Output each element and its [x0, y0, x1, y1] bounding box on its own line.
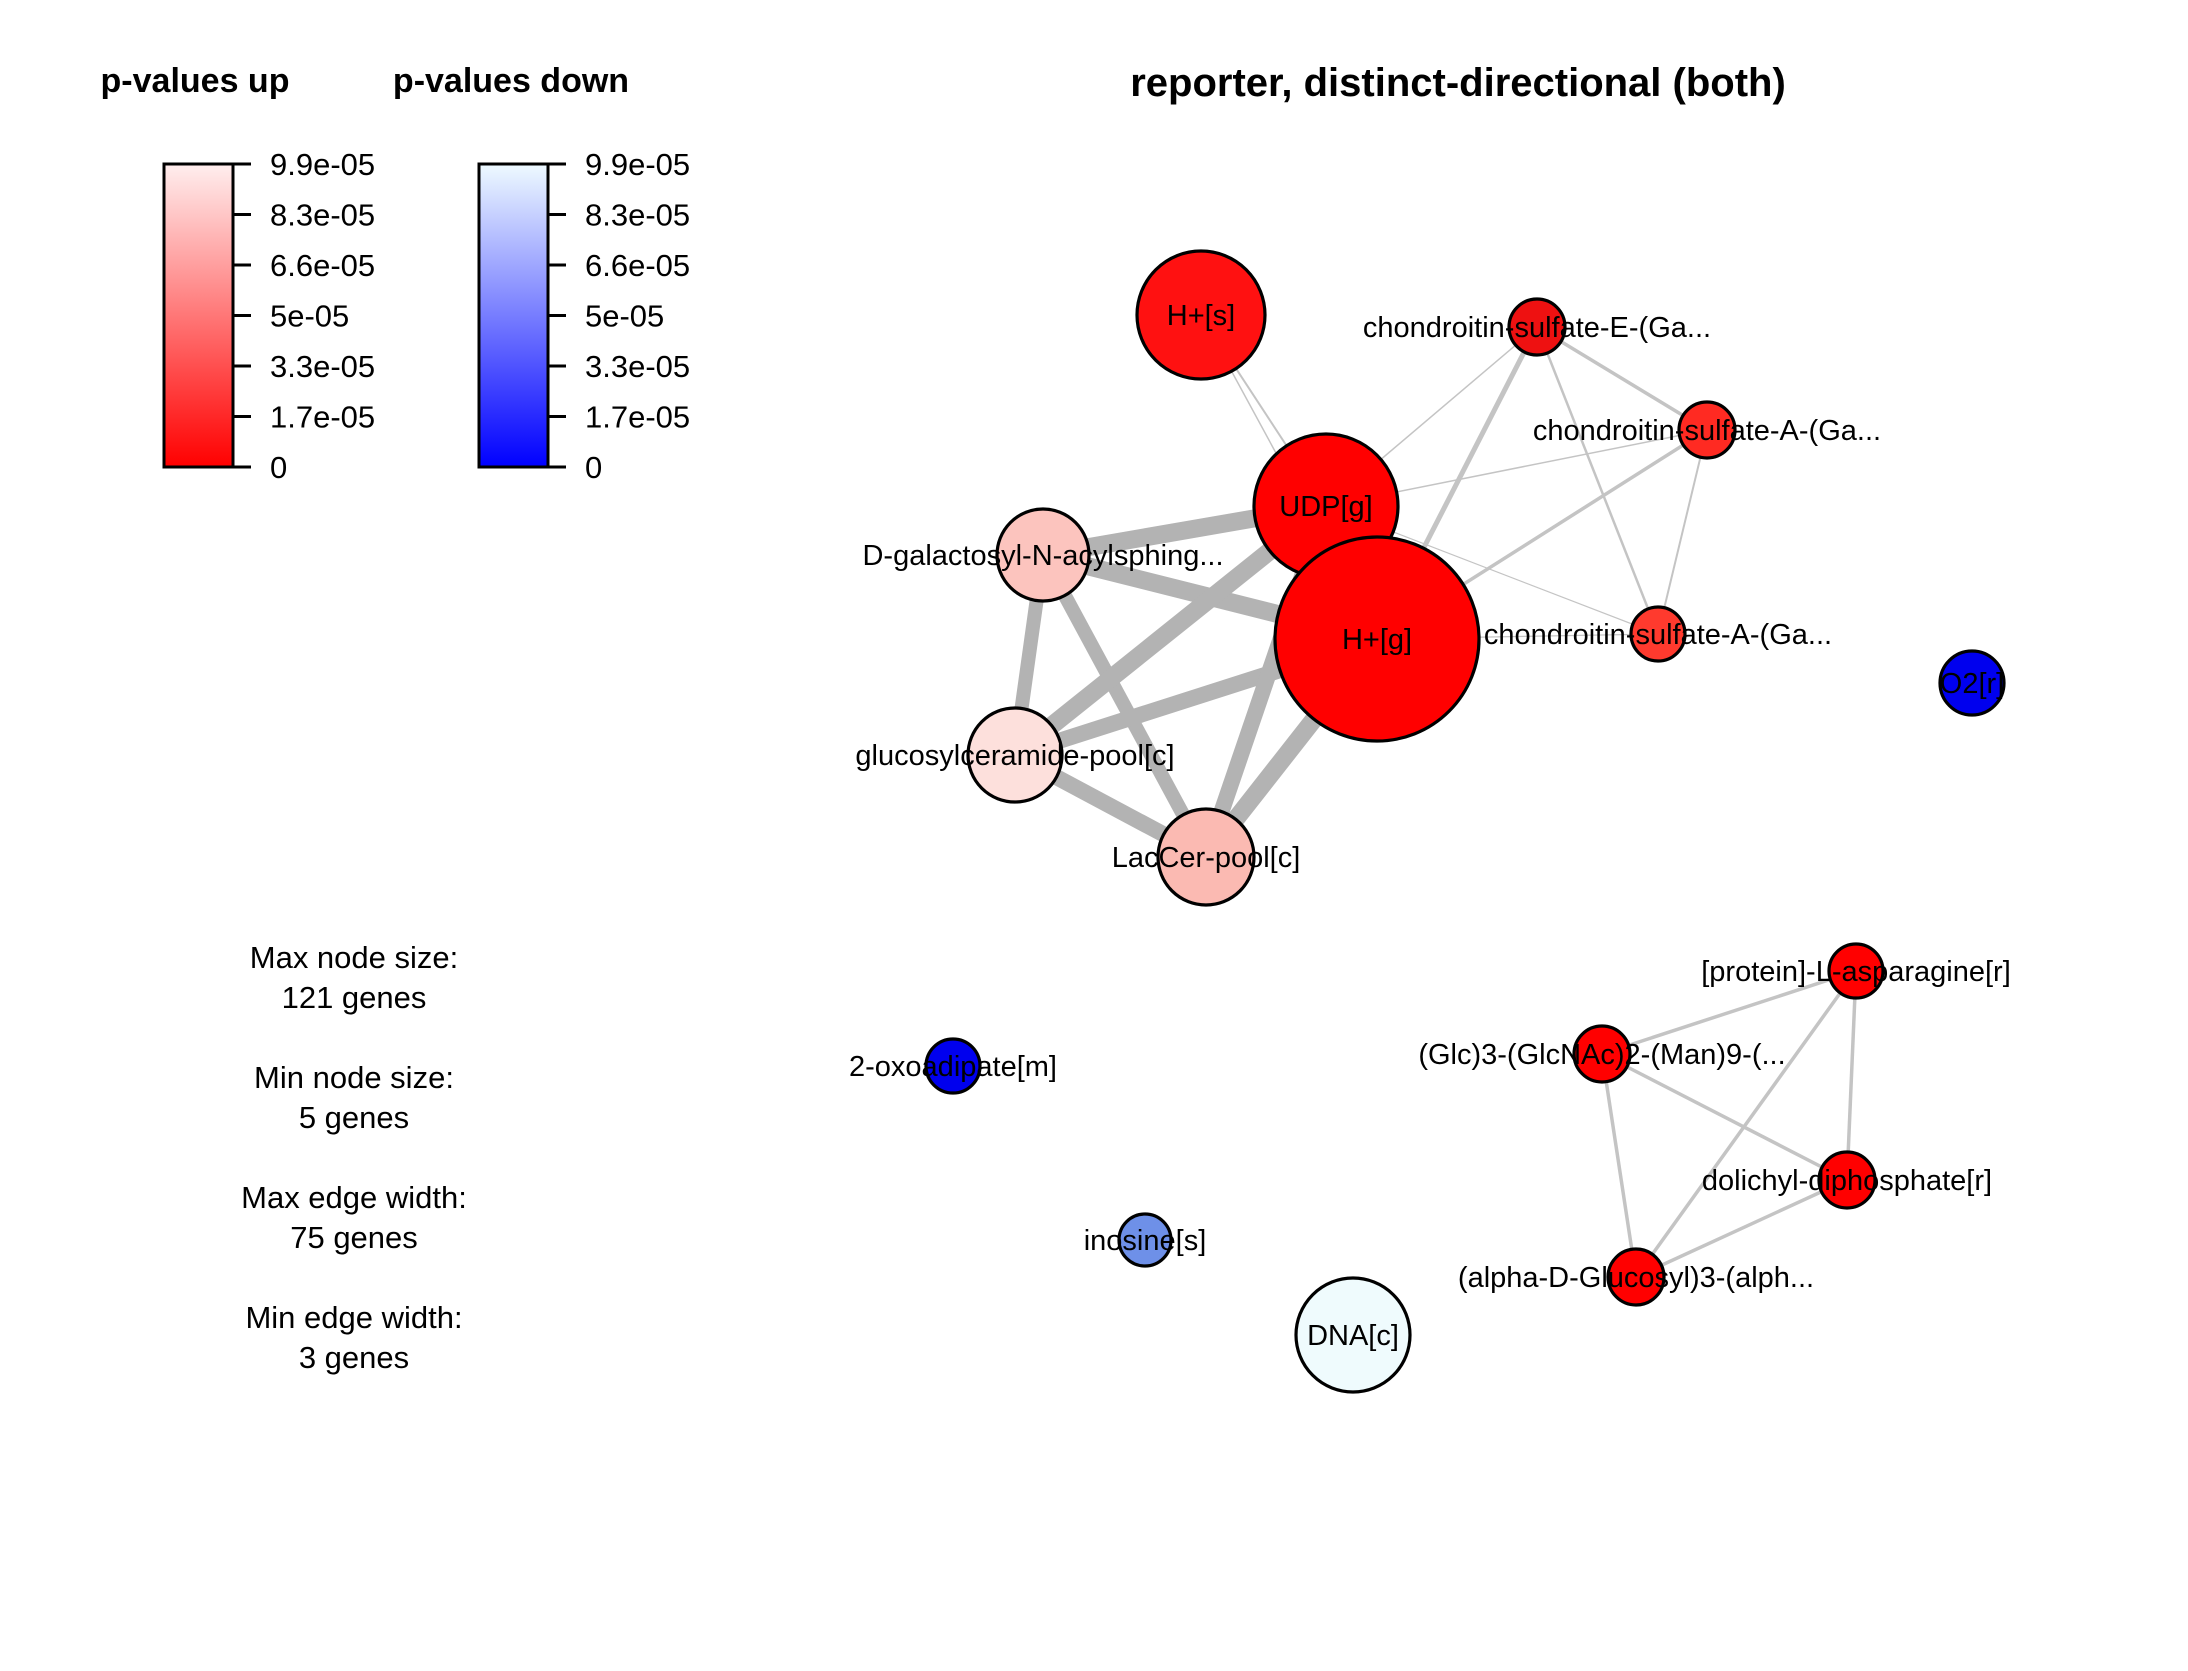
legend-down-colorbar: [477, 162, 550, 469]
node-circle: [1677, 400, 1737, 460]
node-circle: [1817, 1150, 1877, 1210]
node-cs_e[interactable]: chondroitin-sulfate-E-(Ga...: [1363, 297, 1711, 357]
legend-up-ticks: 9.9e-05 8.3e-05 6.6e-05 5e-05 3.3e-05 1.7e-05…: [233, 147, 375, 485]
node-glc3[interactable]: (Glc)3-(GlcNAc)2-(Man)9-(...: [1418, 1024, 1786, 1084]
legend-up-tick-label: 9.9e-05: [270, 147, 375, 182]
node-circle: [1135, 249, 1267, 381]
node-label: chondroitin-sulfate-A-(Ga...: [1533, 415, 1881, 447]
legend-up-tick-label: 5e-05: [270, 299, 349, 334]
legend-down: p-values down 9.9e-05 8.3e-05 6.6e-05 5e-05…: [393, 62, 690, 485]
edge-pasn-glc3: [1601, 969, 1857, 1056]
node-label: D-galactosyl-N-acylsphing...: [862, 540, 1223, 572]
node-circle: [1294, 1276, 1412, 1394]
diagram-title: reporter, distinct-directional (both): [1130, 61, 1786, 105]
node-cs_a1[interactable]: chondroitin-sulfate-A-(Ga...: [1533, 400, 1881, 460]
legend-up-tick-label: 1.7e-05: [270, 400, 375, 435]
node-circle: [995, 507, 1091, 603]
node-ino[interactable]: inosine[s]: [1084, 1212, 1207, 1268]
node-o2r[interactable]: O2[r]: [1938, 649, 2006, 717]
legend-down-tick-label: 1.7e-05: [585, 400, 690, 435]
node-label: inosine[s]: [1084, 1225, 1207, 1257]
node-pasn[interactable]: [protein]-L-asparagine[r]: [1701, 942, 2011, 1000]
legend-up-heading: p-values up: [101, 62, 290, 100]
nodes: H+[s] chondroitin-sulfate-E-(Ga... chondro…: [849, 249, 2011, 1394]
node-hs[interactable]: H+[s]: [1135, 249, 1267, 381]
legend-up-tick-label: 6.6e-05: [270, 248, 375, 283]
node-label: H+[g]: [1342, 624, 1412, 656]
node-label: 2-oxoadipate[m]: [849, 1051, 1057, 1083]
node-circle: [1827, 942, 1885, 1000]
edges: [1008, 314, 1858, 1279]
node-label: DNA[c]: [1307, 1320, 1399, 1352]
edge-cs_a1-cs_a2: [1657, 429, 1708, 635]
node-circle: [1572, 1024, 1632, 1084]
edge-glc3-dolp: [1601, 1052, 1848, 1182]
node-label: (alpha-D-Glucosyl)3-(alph...: [1458, 1262, 1814, 1294]
edge-glc3-alpha: [1600, 1053, 1638, 1278]
node-circle: [1156, 807, 1256, 907]
legend-up-tick-label: 0: [270, 450, 287, 485]
min-node-size-value: 5 genes: [299, 1100, 409, 1135]
edge-dgal-lac: [1036, 551, 1213, 861]
legend-up-tick-label: 3.3e-05: [270, 349, 375, 384]
node-circle: [924, 1037, 982, 1095]
max-edge-width-value: 75 genes: [290, 1220, 418, 1255]
node-label: UDP[g]: [1279, 491, 1372, 523]
node-dgal[interactable]: D-galactosyl-N-acylsphing...: [862, 507, 1224, 603]
max-node-size-label: Max node size:: [250, 940, 459, 975]
legend-down-tick-label: 6.6e-05: [585, 248, 690, 283]
min-node-size-label: Min node size:: [254, 1060, 454, 1095]
node-dolp[interactable]: dolichyl-diphosphate[r]: [1702, 1150, 1992, 1210]
node-circle: [1507, 297, 1567, 357]
node-circle: [966, 706, 1064, 804]
node-lac[interactable]: LacCer-pool[c]: [1112, 807, 1301, 907]
edge-cs_e-cs_a1: [1536, 325, 1708, 432]
max-node-size-value: 121 genes: [282, 980, 427, 1015]
min-edge-width-label: Min edge width:: [245, 1300, 462, 1335]
node-label: LacCer-pool[c]: [1112, 842, 1301, 874]
legend-down-tick-label: 9.9e-05: [585, 147, 690, 182]
node-circle: [1606, 1247, 1666, 1307]
node-label: O2[r]: [1940, 668, 2004, 700]
edge-pasn-dolp: [1845, 970, 1858, 1181]
legend-up-tick-label: 8.3e-05: [270, 198, 375, 233]
node-gcer[interactable]: glucosylceramide-pool[c]: [855, 706, 1175, 804]
node-dna[interactable]: DNA[c]: [1294, 1276, 1412, 1394]
legend-down-heading: p-values down: [393, 62, 629, 100]
node-label: dolichyl-diphosphate[r]: [1702, 1165, 1992, 1197]
node-circle: [1117, 1212, 1173, 1268]
legend-down-tick-label: 3.3e-05: [585, 349, 690, 384]
node-label: glucosylceramide-pool[c]: [855, 740, 1174, 772]
legend-up-colorbar: [162, 162, 235, 469]
min-edge-width-value: 3 genes: [299, 1340, 409, 1375]
node-label: (Glc)3-(GlcNAc)2-(Man)9-(...: [1418, 1039, 1785, 1071]
size-info: Max node size: 121 genes Min node size: …: [241, 940, 467, 1375]
node-label: [protein]-L-asparagine[r]: [1701, 956, 2011, 988]
legend-down-tick-label: 8.3e-05: [585, 198, 690, 233]
node-circle: [1273, 535, 1481, 743]
node-circle: [1938, 649, 2006, 717]
node-hg[interactable]: H+[g]: [1273, 535, 1481, 743]
node-label: chondroitin-sulfate-E-(Ga...: [1363, 312, 1711, 344]
legend-down-ticks: 9.9e-05 8.3e-05 6.6e-05 5e-05 3.3e-05 1.7e-05…: [548, 147, 690, 485]
node-alpha[interactable]: (alpha-D-Glucosyl)3-(alph...: [1458, 1247, 1814, 1307]
legend-down-tick-label: 5e-05: [585, 299, 664, 334]
node-circle: [1629, 605, 1687, 663]
max-edge-width-label: Max edge width:: [241, 1180, 467, 1215]
legend-up: p-values up 9.9e-05 8.3e-05 6.6e-05 5e-05 3.…: [101, 62, 376, 485]
node-label: H+[s]: [1167, 300, 1236, 332]
edge-cs_e-cs_a2: [1535, 326, 1660, 635]
node-cs_a2[interactable]: chondroitin-sulfate-A-(Ga...: [1484, 605, 1832, 663]
legend-down-tick-label: 0: [585, 450, 602, 485]
node-oxo[interactable]: 2-oxoadipate[m]: [849, 1037, 1057, 1095]
node-label: chondroitin-sulfate-A-(Ga...: [1484, 619, 1832, 651]
edge-dolp-alpha: [1635, 1178, 1848, 1279]
edge-pasn-alpha: [1634, 969, 1858, 1279]
